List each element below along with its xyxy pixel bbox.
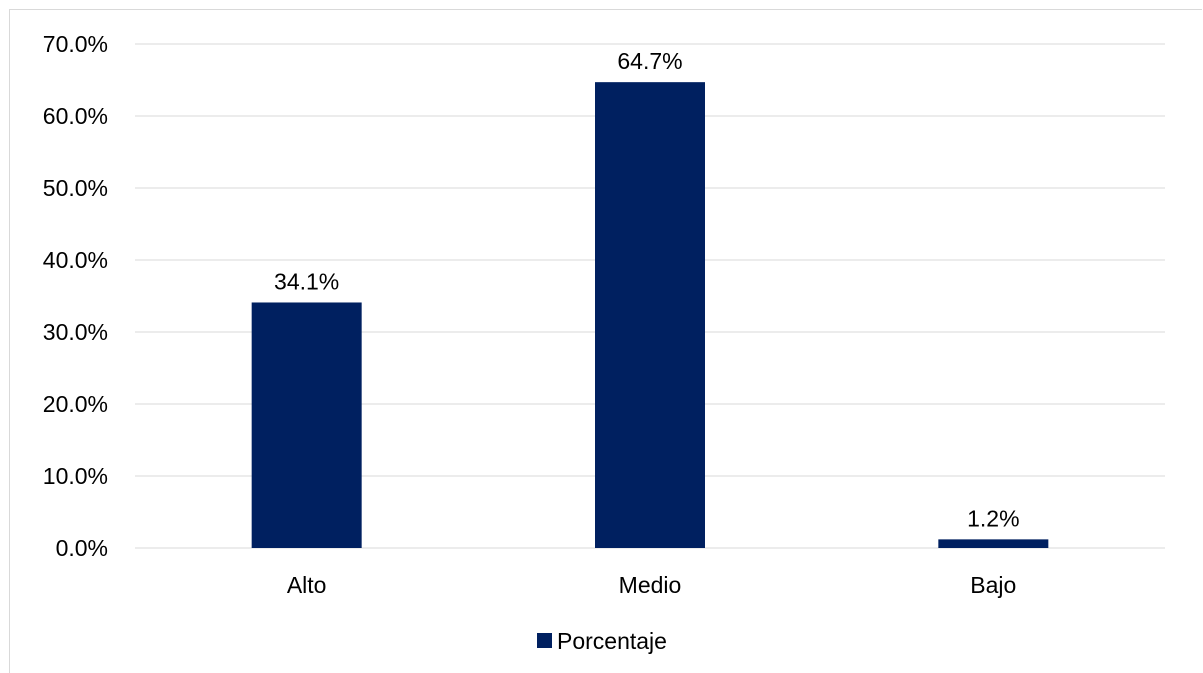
bar-alto [251,302,362,548]
y-tick-label: 50.0% [43,175,108,201]
y-tick-label: 40.0% [43,247,108,273]
data-labels: 34.1% 64.7% 1.2% [274,48,1019,531]
data-label-medio: 64.7% [617,48,682,74]
bars [251,82,1049,548]
y-tick-label: 70.0% [43,31,108,57]
legend-label-porcentaje: Porcentaje [557,628,667,654]
x-tick-label-bajo: Bajo [970,572,1016,598]
y-tick-label: 30.0% [43,319,108,345]
data-label-bajo: 1.2% [967,505,1019,531]
y-tick-label: 60.0% [43,103,108,129]
y-tick-label: 10.0% [43,463,108,489]
x-axis-tick-labels: Alto Medio Bajo [287,572,1017,598]
bar-bajo [938,539,1049,548]
bar-medio [595,82,705,548]
data-label-alto: 34.1% [274,268,339,294]
legend-swatch-porcentaje [537,633,552,648]
y-axis-tick-labels: 0.0% 10.0% 20.0% 30.0% 40.0% 50.0% 60.0% 70.0% [43,31,108,561]
x-tick-label-alto: Alto [287,572,327,598]
y-tick-label: 0.0% [56,535,108,561]
y-tick-label: 20.0% [43,391,108,417]
x-tick-label-medio: Medio [619,572,682,598]
legend: Porcentaje [537,628,667,654]
